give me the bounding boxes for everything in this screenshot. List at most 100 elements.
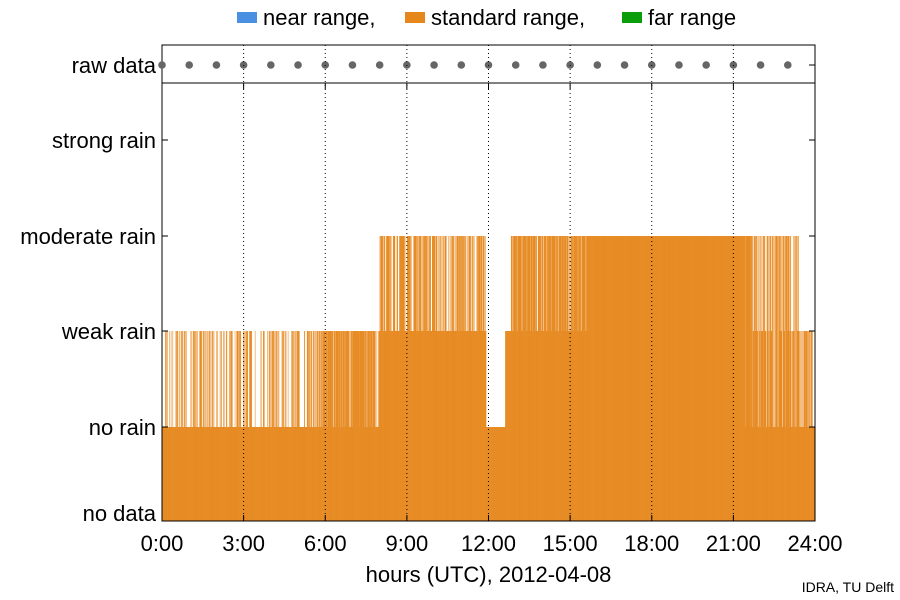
standard-range-bar	[278, 427, 280, 521]
standard-range-bar	[811, 331, 813, 521]
standard-range-bar	[186, 427, 188, 521]
standard-range-bar	[183, 331, 185, 521]
standard-range-bar	[528, 236, 530, 521]
standard-range-bar	[353, 331, 354, 521]
standard-range-bar	[765, 331, 766, 521]
standard-range-bar	[185, 331, 187, 521]
standard-range-bar	[518, 236, 520, 521]
standard-range-bar	[275, 331, 277, 521]
standard-range-bar	[432, 236, 433, 521]
standard-range-bar	[318, 331, 319, 521]
standard-range-bar	[180, 427, 182, 521]
standard-range-bar	[703, 236, 704, 521]
standard-range-bar	[549, 236, 550, 521]
standard-range-bar	[185, 427, 187, 521]
standard-range-bar	[544, 236, 546, 521]
standard-range-bar	[614, 236, 616, 521]
standard-range-bar	[627, 236, 629, 521]
standard-range-bar	[511, 236, 512, 521]
standard-range-bar	[685, 236, 686, 521]
standard-range-bar	[253, 427, 254, 521]
standard-range-bar	[770, 236, 772, 521]
standard-range-bar	[753, 331, 754, 521]
standard-range-bar	[372, 331, 374, 521]
standard-range-bar	[615, 236, 617, 521]
standard-range-bar	[289, 427, 291, 521]
standard-range-bar	[716, 236, 717, 521]
standard-range-bar	[285, 331, 287, 521]
standard-range-bar	[704, 236, 706, 521]
standard-range-bar	[714, 236, 715, 521]
standard-range-bar	[167, 427, 168, 521]
standard-range-bar	[537, 331, 538, 521]
standard-range-bar	[200, 331, 202, 521]
standard-range-bar	[326, 331, 327, 521]
standard-range-bar	[420, 236, 421, 521]
standard-range-bar	[260, 331, 262, 521]
standard-range-bar	[202, 331, 204, 521]
standard-range-bar	[812, 427, 814, 521]
standard-range-bar	[588, 236, 589, 521]
standard-range-bar	[717, 236, 718, 521]
raw-data-point	[457, 61, 466, 69]
standard-range-bar	[626, 236, 628, 521]
standard-range-bar	[648, 236, 649, 521]
standard-range-bar	[512, 331, 514, 521]
standard-range-bar	[305, 427, 307, 521]
standard-range-bar	[292, 427, 294, 521]
standard-range-bar	[482, 331, 484, 521]
standard-range-bar	[629, 236, 631, 521]
standard-range-bar	[705, 236, 707, 521]
standard-range-bar	[733, 236, 734, 521]
standard-range-bar	[270, 427, 271, 521]
standard-range-bar	[626, 236, 627, 521]
standard-range-bar	[709, 236, 710, 521]
standard-range-bar	[202, 427, 203, 521]
standard-range-bar	[810, 427, 811, 521]
standard-range-bar	[499, 427, 501, 521]
standard-range-bar	[475, 331, 477, 521]
standard-range-bar	[557, 236, 559, 521]
standard-range-bar	[632, 236, 633, 521]
standard-range-bar	[745, 427, 747, 521]
standard-range-bar	[771, 427, 773, 521]
standard-range-bar	[575, 236, 577, 521]
standard-range-bar	[315, 331, 316, 521]
standard-range-bar	[689, 236, 691, 521]
standard-range-bar	[321, 331, 322, 521]
standard-range-bar	[710, 236, 711, 521]
standard-range-bar	[215, 427, 216, 521]
standard-range-bar	[770, 236, 771, 521]
standard-range-bar	[751, 236, 752, 521]
standard-range-bar	[767, 331, 769, 521]
standard-range-bar	[653, 236, 654, 521]
standard-range-bar	[691, 236, 693, 521]
standard-range-bar	[449, 236, 451, 521]
standard-range-bar	[757, 427, 758, 521]
standard-range-bar	[505, 331, 506, 521]
standard-range-bar	[617, 236, 618, 521]
standard-range-bar	[543, 331, 545, 521]
standard-range-bar	[327, 427, 329, 521]
standard-range-bar	[666, 236, 667, 521]
standard-range-bar	[564, 236, 565, 521]
standard-range-bar	[445, 236, 446, 521]
standard-range-bar	[421, 331, 423, 521]
standard-range-bar	[809, 331, 811, 521]
standard-range-bar	[305, 427, 306, 521]
standard-range-bar	[260, 427, 261, 521]
standard-range-bar	[699, 236, 700, 521]
standard-range-bar	[227, 427, 229, 521]
standard-range-bar	[327, 331, 328, 521]
standard-range-bar	[187, 427, 189, 521]
standard-range-bar	[481, 236, 483, 521]
standard-range-bar	[174, 427, 175, 521]
standard-range-bar	[581, 236, 582, 521]
standard-range-bar	[195, 331, 196, 521]
standard-range-bar	[376, 427, 378, 521]
standard-range-bar	[668, 236, 669, 521]
standard-range-bar	[303, 427, 305, 521]
standard-range-bar	[605, 236, 607, 521]
standard-range-bar	[621, 236, 622, 521]
standard-range-bar	[334, 331, 335, 521]
